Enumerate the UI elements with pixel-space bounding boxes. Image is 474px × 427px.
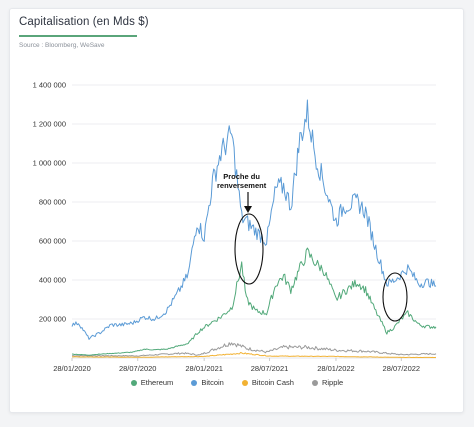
chart-source: Source : Bloomberg, WeSave <box>19 42 105 49</box>
series-line-bitcoin-cash <box>72 352 437 358</box>
chart-title: Capitalisation (en Mds $) <box>19 16 149 28</box>
legend-label-bitcoin-cash: Bitcoin Cash <box>251 378 294 387</box>
legend-dot-bitcoin <box>191 379 198 386</box>
legend-dot-bitcoin-cash <box>241 379 248 386</box>
x-tick-label-1: 28/07/2020 <box>119 364 157 373</box>
x-tick-label-5: 28/07/2022 <box>383 364 421 373</box>
y-tick-label-2: 600 000 <box>39 237 66 246</box>
legend-dot-ripple <box>311 379 318 386</box>
legend-dot-ethereum <box>130 379 137 386</box>
annotation-line-2: renversement <box>217 181 267 190</box>
y-tick-label-4: 1 000 000 <box>33 159 66 168</box>
legend-item-ethereum[interactable]: Ethereum <box>130 378 174 387</box>
y-tick-label-5: 1 200 000 <box>33 120 66 129</box>
title-underline <box>19 35 137 37</box>
legend-item-bitcoin-cash[interactable]: Bitcoin Cash <box>241 378 294 387</box>
annotation-line-1: Proche du <box>223 172 260 181</box>
x-tick-label-3: 28/07/2021 <box>251 364 289 373</box>
annotation-label: Proche du renversement <box>217 172 266 190</box>
legend-label-bitcoin: Bitcoin <box>201 378 224 387</box>
legend-item-ripple[interactable]: Ripple <box>311 378 344 387</box>
series-line-bitcoin <box>71 99 437 340</box>
x-tick-label-0: 28/01/2020 <box>53 364 91 373</box>
x-tick-label-2: 28/01/2021 <box>185 364 223 373</box>
y-tick-label-3: 800 000 <box>39 198 66 207</box>
x-tick-label-4: 28/01/2022 <box>317 364 355 373</box>
series-line-ripple <box>71 342 437 357</box>
y-tick-label-6: 1 400 000 <box>33 81 66 90</box>
annotation-ellipse-2021 <box>234 213 264 285</box>
annotation-arrow-head <box>244 206 252 213</box>
legend-label-ripple: Ripple <box>321 378 344 387</box>
series-line-ethereum <box>71 247 437 356</box>
legend-item-bitcoin[interactable]: Bitcoin <box>191 378 224 387</box>
y-tick-label-0: 200 000 <box>39 315 66 324</box>
chart-legend: Ethereum Bitcoin Bitcoin Cash Ripple <box>0 378 474 387</box>
annotation-ellipse-2022 <box>382 272 408 322</box>
legend-label-ethereum: Ethereum <box>140 378 174 387</box>
y-tick-label-1: 400 000 <box>39 276 66 285</box>
